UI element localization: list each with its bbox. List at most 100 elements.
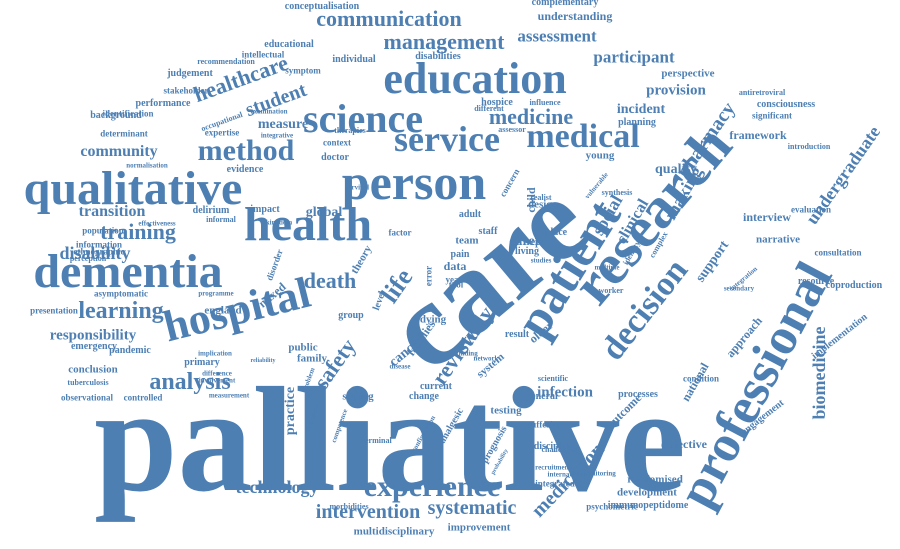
word-information: information bbox=[76, 239, 122, 250]
word-narrative: narrative bbox=[756, 233, 800, 246]
word-stakeholder: stakeholder bbox=[163, 85, 209, 96]
word-factor: factor bbox=[388, 227, 412, 238]
word-performance: performance bbox=[135, 98, 191, 109]
word-judgement: judgement bbox=[167, 68, 213, 79]
word-interview: interview bbox=[743, 210, 791, 224]
word-perspective: perspective bbox=[661, 67, 715, 80]
word-health: health bbox=[243, 198, 373, 251]
word-resource: resource bbox=[797, 276, 835, 287]
word-science: science bbox=[303, 96, 423, 141]
word-difference: difference bbox=[202, 369, 232, 378]
word-delirium: delirium bbox=[192, 205, 230, 216]
word-reliability: reliability bbox=[250, 358, 276, 364]
word-ethnographic: ethnographic bbox=[73, 246, 125, 257]
word-testing: testing bbox=[490, 404, 522, 417]
word-carer: carer bbox=[509, 234, 541, 249]
word-infection: infection bbox=[537, 384, 593, 401]
word-data: data bbox=[443, 259, 467, 273]
word-service: service bbox=[394, 119, 500, 159]
word-observational: observational bbox=[60, 392, 114, 403]
word-immunopeptidome: immunopeptidome bbox=[607, 500, 689, 511]
word-living: living bbox=[515, 246, 539, 257]
word-framework: framework bbox=[729, 128, 787, 142]
word-consciousness: consciousness bbox=[756, 99, 816, 110]
word-intellectual: intellectual bbox=[241, 49, 285, 60]
word-randomised: randomised bbox=[627, 473, 683, 486]
word-education: education bbox=[383, 54, 567, 103]
word-impact: impact bbox=[250, 204, 280, 215]
word-psychometric: psychometric bbox=[586, 501, 638, 512]
word-support: support bbox=[693, 238, 733, 286]
word-tuberculosis: tuberculosis bbox=[67, 378, 109, 387]
word-improvement: improvement bbox=[447, 521, 511, 534]
word-asymptomatic: asymptomatic bbox=[94, 288, 148, 299]
word-development: development bbox=[617, 486, 677, 499]
word-objective: objective bbox=[661, 437, 707, 451]
word-communication: communication bbox=[316, 6, 462, 31]
word-recruitment: recruitment bbox=[535, 463, 571, 472]
word-influence: influence bbox=[529, 98, 561, 107]
word-disabilities: disabilities bbox=[415, 51, 461, 62]
word-adult: adult bbox=[458, 209, 482, 220]
word-analysis: analysis bbox=[149, 369, 231, 395]
word-measurement: measurement bbox=[208, 391, 250, 400]
word-public: public bbox=[288, 341, 318, 354]
word-integrative: integrative bbox=[260, 131, 294, 140]
word-team: team bbox=[455, 234, 479, 247]
word-current: current bbox=[419, 381, 453, 392]
word-different: different bbox=[474, 104, 504, 113]
word-setting: setting bbox=[342, 390, 374, 403]
word-assessment: assessment bbox=[517, 26, 597, 46]
word-survival: survival bbox=[344, 183, 370, 192]
word-tool: tool bbox=[448, 279, 464, 290]
word-quality: quality bbox=[654, 162, 698, 177]
word-report: report bbox=[526, 237, 554, 248]
word-understanding: understanding bbox=[537, 9, 613, 23]
word-finding: finding bbox=[456, 349, 478, 358]
word-general: general bbox=[526, 391, 558, 402]
word-pandemic: pandemic bbox=[109, 345, 151, 356]
word-implication: implication bbox=[198, 349, 232, 358]
word-intervention: intervention bbox=[315, 501, 421, 523]
word-systematic: systematic bbox=[427, 497, 517, 519]
word-scientific: scientific bbox=[537, 374, 569, 383]
word-medical: medical bbox=[526, 118, 640, 155]
word-involvement: involvement bbox=[198, 376, 236, 385]
word-emergency: emergency bbox=[70, 341, 118, 352]
word-practice: practice bbox=[283, 386, 298, 436]
word-training: training bbox=[100, 219, 176, 244]
word-identification: identification bbox=[102, 108, 154, 119]
word-evidence: evidence bbox=[226, 164, 264, 175]
word-monitoring: monitoring bbox=[582, 469, 616, 478]
word-participant: participant bbox=[593, 47, 675, 67]
word-technology: technology bbox=[235, 477, 319, 497]
word-hospice: hospice bbox=[481, 97, 513, 108]
word-kingdom: kingdom bbox=[265, 218, 293, 227]
word-presentation: presentation bbox=[30, 305, 78, 316]
word-disability: disability bbox=[59, 243, 131, 263]
word-multidisciplinary: multidisciplinary bbox=[353, 525, 435, 538]
word-group: group bbox=[338, 310, 364, 321]
word-individual: individual bbox=[332, 54, 376, 65]
word-normalisation: normalisation bbox=[126, 161, 168, 170]
word-complementary: complementary bbox=[531, 0, 599, 8]
word-england: england bbox=[204, 304, 242, 317]
word-network: network bbox=[473, 354, 499, 363]
word-coproduction: coproduction bbox=[825, 280, 883, 291]
word-young: young bbox=[585, 149, 615, 162]
word-measure: measure bbox=[257, 117, 309, 132]
word-pain: pain bbox=[450, 249, 470, 260]
word-community: community bbox=[80, 143, 158, 160]
word-place: place bbox=[544, 227, 568, 238]
word-perception: perception bbox=[69, 254, 107, 263]
word-method: method bbox=[197, 134, 295, 167]
word-effectiveness: effectiveness bbox=[138, 219, 176, 228]
word-significant: significant bbox=[751, 110, 793, 121]
word-dying: dying bbox=[419, 313, 447, 326]
word-multiple: multiple bbox=[594, 263, 620, 272]
word-international: international bbox=[547, 470, 587, 479]
word-expertise: expertise bbox=[204, 127, 240, 138]
word-informal: informal bbox=[206, 215, 236, 224]
word-symptom: symptom bbox=[285, 65, 321, 76]
